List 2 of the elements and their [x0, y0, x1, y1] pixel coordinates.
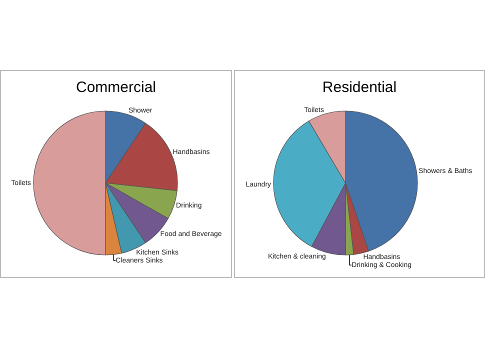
chart-title: Residential: [322, 78, 397, 96]
chart-title: Commercial: [76, 78, 156, 96]
